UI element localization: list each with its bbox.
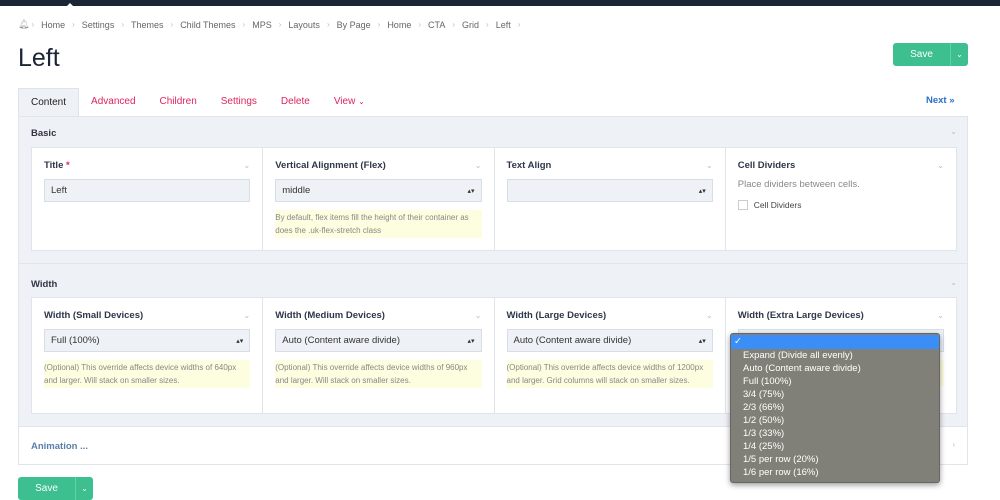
width-medium-card: ⌄ Width (Medium Devices) Auto (Content a…	[263, 298, 495, 413]
breadcrumb-item[interactable]: By Page	[336, 19, 371, 30]
dropdown-option[interactable]: 1/6 per row (16%)	[743, 467, 819, 478]
breadcrumb-item[interactable]: Settings	[81, 19, 115, 30]
tab-advanced[interactable]: Advanced	[91, 96, 136, 107]
tab-view[interactable]: View ⌄	[322, 88, 377, 116]
title-input[interactable]: Left	[44, 179, 251, 202]
field-label: Title *	[44, 160, 70, 171]
field-description: Place dividers between cells.	[737, 179, 860, 190]
field-label: Width (Medium Devices)	[275, 310, 385, 321]
field-label: Vertical Alignment (Flex)	[275, 160, 386, 171]
next-link[interactable]: Next »	[926, 95, 955, 106]
cell-dividers-card: ⌄ Cell Dividers Place dividers between c…	[726, 148, 956, 250]
field-label: Width (Extra Large Devices)	[737, 310, 864, 321]
section-title-basic: Basic	[31, 128, 57, 139]
dropdown-option[interactable]: 2/3 (66%)	[743, 402, 785, 413]
tab-bar: Content Advanced Children Settings Delet…	[18, 88, 377, 116]
dropdown-option[interactable]: Expand (Divide all evenly)	[743, 350, 853, 361]
dropdown-option[interactable]: Full (100%)	[743, 376, 792, 387]
top-bar	[0, 0, 1000, 7]
help-text: By default, flex items fill the height o…	[275, 210, 482, 238]
breadcrumb-item[interactable]: MPS	[252, 19, 272, 30]
width-small-card: ⌄ Width (Small Devices) Full (100%) ▴▾ (O…	[32, 298, 264, 413]
dropdown-option-empty[interactable]: ✓	[731, 335, 939, 349]
select-arrows-icon: ▴▾	[236, 337, 244, 345]
chevron-down-icon[interactable]: ⌄	[950, 127, 957, 136]
checkbox-icon	[737, 200, 748, 210]
chevron-down-icon[interactable]: ⌄	[243, 311, 251, 320]
tab-settings[interactable]: Settings	[220, 96, 257, 107]
cell-dividers-checkbox[interactable]: Cell Dividers	[737, 200, 944, 210]
field-label: Width (Large Devices)	[506, 310, 607, 321]
breadcrumb-item[interactable]: Layouts	[288, 19, 320, 30]
select-arrows-icon: ▴▾	[698, 337, 706, 345]
save-button-group: Save ⌄	[893, 43, 968, 66]
width-medium-select[interactable]: Auto (Content aware divide) ▴▾	[275, 329, 482, 352]
chevron-right-icon: ›	[952, 440, 955, 449]
chevron-down-icon[interactable]: ⌄	[474, 161, 482, 170]
save-button[interactable]: Save	[18, 477, 76, 500]
save-options-chevron-icon[interactable]: ⌄	[81, 484, 88, 493]
save-button[interactable]: Save	[893, 43, 951, 66]
help-text: (Optional) This override affects device …	[275, 360, 482, 388]
select-arrows-icon: ▴▾	[698, 187, 706, 195]
breadcrumb-item[interactable]: Home	[41, 19, 66, 30]
chevron-down-icon[interactable]: ⌄	[706, 161, 713, 170]
chevron-down-icon[interactable]: ⌄	[937, 311, 944, 320]
breadcrumb-item[interactable]: Themes	[131, 19, 164, 30]
text-align-select[interactable]: ▴▾	[506, 179, 713, 202]
tab-content[interactable]: Content	[18, 88, 80, 116]
dropdown-option[interactable]: 1/3 (33%)	[743, 428, 785, 439]
chevron-down-icon[interactable]: ⌄	[243, 161, 251, 170]
field-label: Cell Dividers	[737, 160, 796, 171]
width-xlarge-dropdown: ✓ Expand (Divide all evenly) Auto (Conte…	[730, 333, 940, 483]
field-label: Width (Small Devices)	[44, 310, 144, 321]
page-title: Left	[18, 44, 60, 72]
width-large-select[interactable]: Auto (Content aware divide) ▴▾	[506, 329, 713, 352]
help-text: (Optional) This override affects device …	[506, 360, 713, 388]
breadcrumb-item[interactable]: Left	[495, 19, 511, 30]
chevron-down-icon: ⌄	[358, 97, 365, 106]
breadcrumb: 🔔︎ › Home › Settings › Themes › Child Themes…	[18, 19, 521, 30]
select-arrows-icon: ▴▾	[467, 187, 475, 195]
field-label: Text Align	[506, 160, 552, 171]
basic-fields: ⌄ Title * Left ⌄ Vertical Alignment (Fle…	[31, 147, 957, 251]
bottom-save-button-group: Save ⌄	[18, 477, 93, 500]
text-align-card: ⌄ Text Align ▴▾	[495, 148, 726, 250]
select-arrows-icon: ▴▾	[467, 337, 475, 345]
breadcrumb-item[interactable]: Home	[387, 19, 412, 30]
chevron-down-icon[interactable]: ⌄	[950, 278, 957, 287]
dropdown-option[interactable]: 1/5 per row (20%)	[743, 454, 819, 465]
width-large-card: ⌄ Width (Large Devices) Auto (Content aw…	[495, 298, 726, 413]
section-title-width: Width	[31, 279, 58, 290]
chevron-down-icon[interactable]: ⌄	[706, 311, 713, 320]
breadcrumb-item[interactable]: Grid	[462, 19, 480, 30]
tab-children[interactable]: Children	[159, 96, 197, 107]
vertical-alignment-select[interactable]: middle ▴▾	[275, 179, 482, 202]
breadcrumb-item[interactable]: CTA	[428, 19, 446, 30]
chevron-down-icon[interactable]: ⌄	[474, 311, 482, 320]
chevron-down-icon[interactable]: ⌄	[937, 161, 944, 170]
animation-section-title: Animation ...	[31, 441, 88, 452]
width-small-select[interactable]: Full (100%) ▴▾	[44, 329, 251, 352]
help-text: (Optional) This override affects device …	[44, 360, 251, 388]
vertical-alignment-card: ⌄ Vertical Alignment (Flex) middle ▴▾ By …	[263, 148, 495, 250]
tab-view-label: View	[333, 96, 356, 107]
save-options-chevron-icon[interactable]: ⌄	[956, 50, 963, 59]
dropdown-option[interactable]: 1/2 (50%)	[743, 415, 785, 426]
title-field-card: ⌄ Title * Left	[32, 148, 264, 250]
home-icon[interactable]: 🔔︎	[18, 19, 30, 29]
dropdown-option[interactable]: 3/4 (75%)	[743, 389, 785, 400]
breadcrumb-item[interactable]: Child Themes	[180, 19, 236, 30]
tab-delete[interactable]: Delete	[280, 96, 310, 107]
dropdown-option[interactable]: 1/4 (25%)	[743, 441, 785, 452]
dropdown-option[interactable]: Auto (Content aware divide)	[743, 363, 861, 374]
